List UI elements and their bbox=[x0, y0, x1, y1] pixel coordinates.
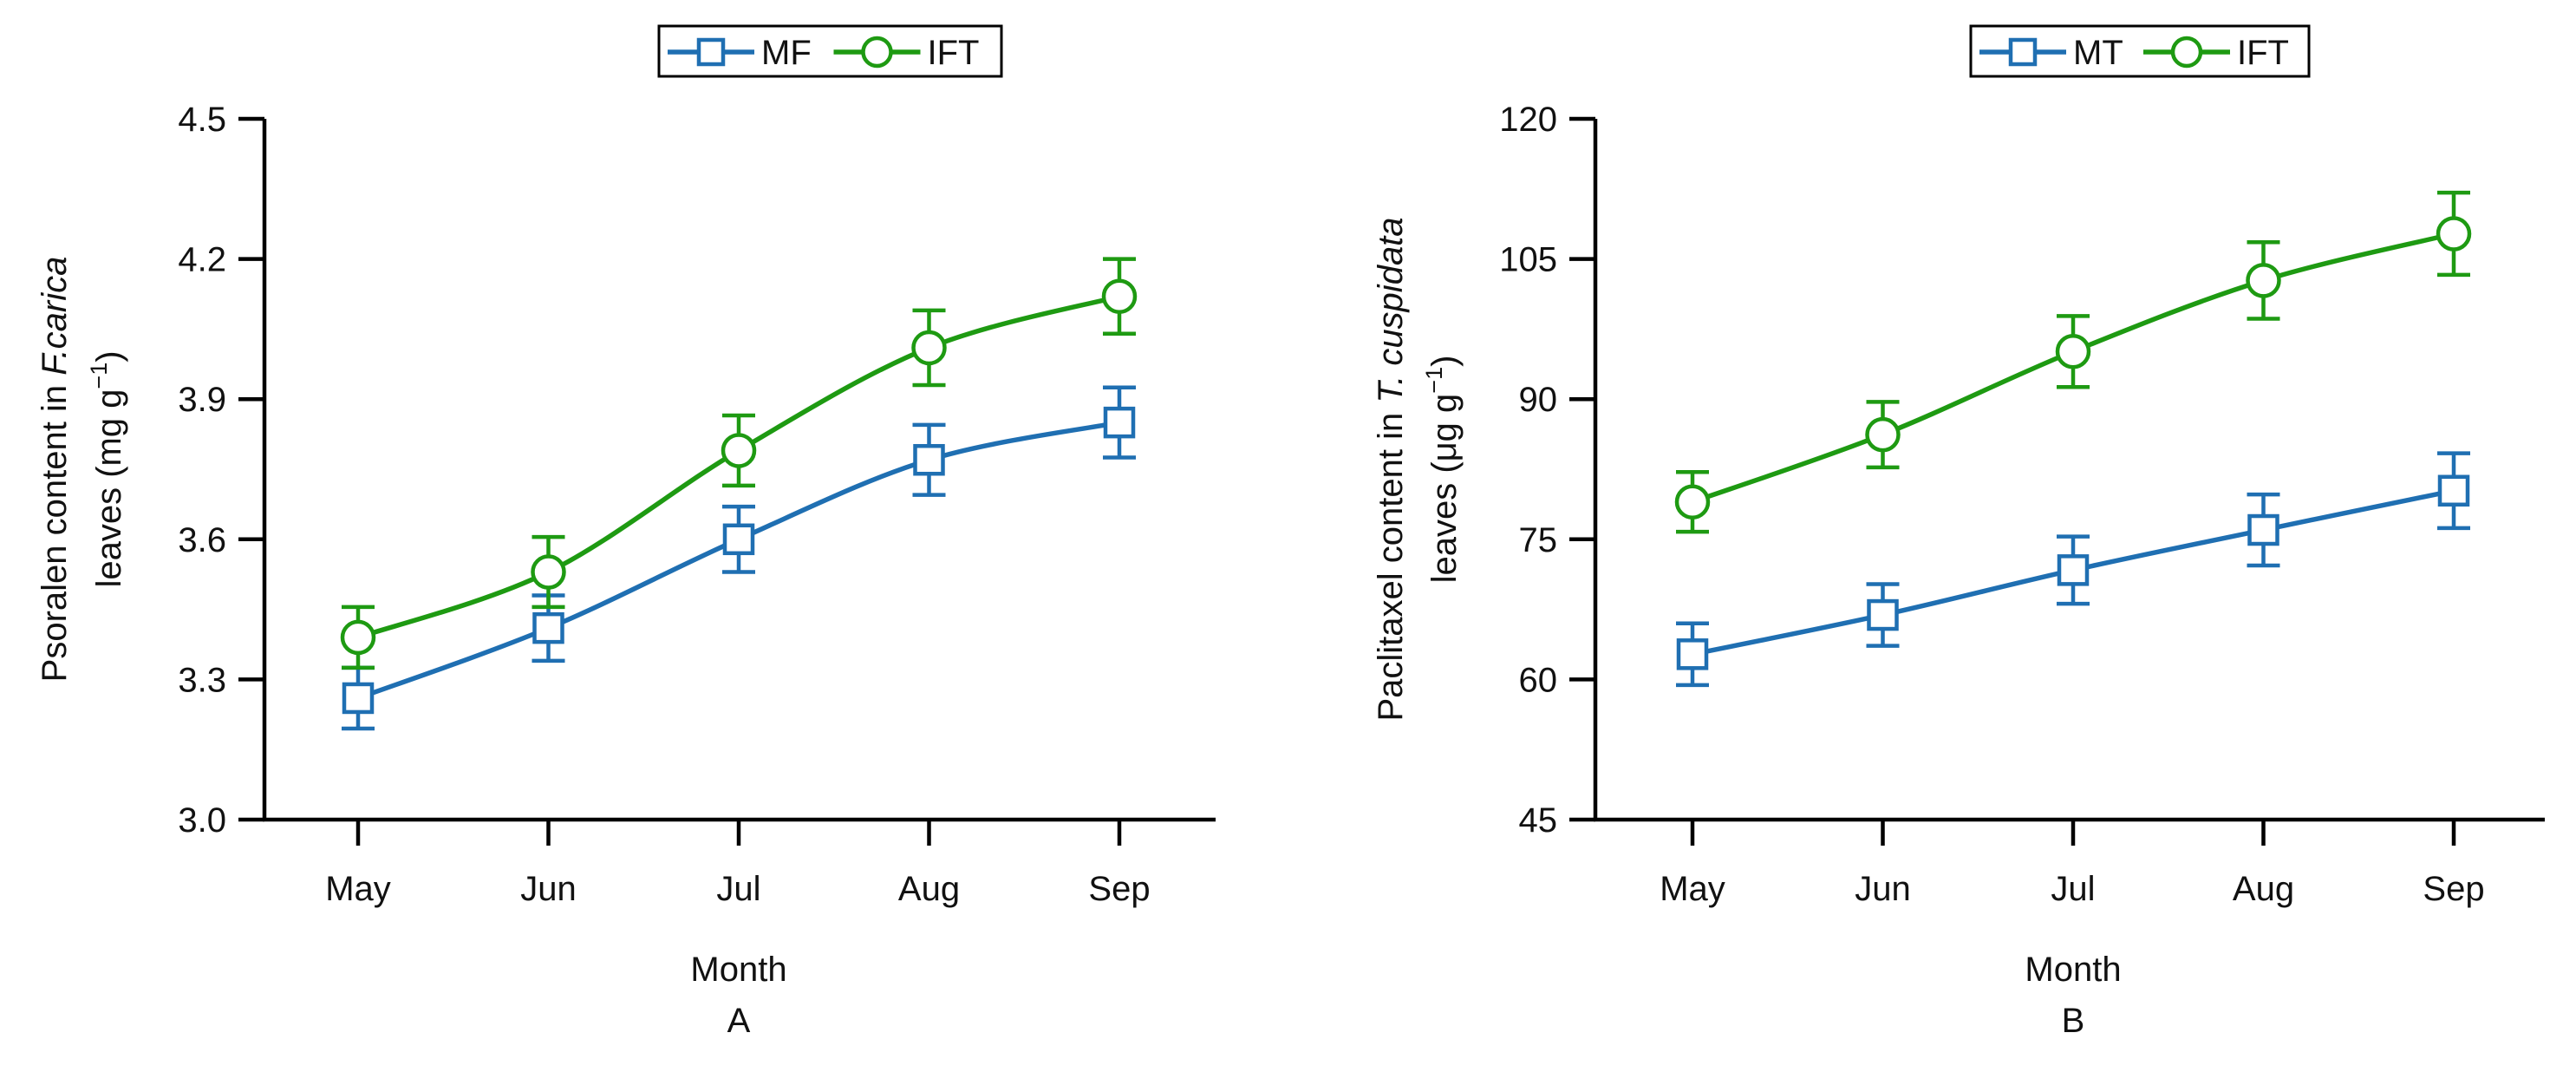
legend-item-ift: IFT bbox=[833, 34, 980, 72]
legend-marker-square bbox=[696, 37, 726, 67]
data-point-square bbox=[532, 611, 564, 644]
y-axis-title-line2: leaves (μg g−1) bbox=[1421, 356, 1464, 584]
y-tick-label: 75 bbox=[1519, 521, 1558, 559]
chart-panel-a: 3.0 3.3 3.6 3.9 4.2 4.5 May Jun Jul Aug Sep Month A P… bbox=[36, 24, 1216, 1040]
series-mt bbox=[1676, 451, 2470, 688]
data-point-circle bbox=[1101, 278, 1138, 314]
y-axis-title-text: Psoralen content in bbox=[36, 376, 74, 683]
legend-marker-circle bbox=[2170, 36, 2203, 69]
y-tick-label: 3.0 bbox=[178, 801, 226, 840]
data-point-circle bbox=[2055, 334, 2091, 369]
series-ift bbox=[340, 257, 1138, 670]
legend-label: MF bbox=[761, 34, 812, 72]
y-axis-title-species: F.carica bbox=[36, 257, 74, 376]
data-point-square bbox=[342, 682, 375, 715]
y-axis-title-species: T. cuspidata bbox=[1372, 217, 1410, 402]
legend-marker-square bbox=[2008, 37, 2038, 67]
panel-label: B bbox=[2062, 1002, 2085, 1040]
data-point-square bbox=[913, 443, 945, 476]
x-axis-title: Month bbox=[690, 951, 786, 989]
panel-label: A bbox=[727, 1002, 751, 1040]
y-axis-title-unit-close: ) bbox=[1425, 356, 1464, 367]
x-tick-label: Jun bbox=[1855, 870, 1911, 908]
y-tick-label: 3.9 bbox=[178, 381, 226, 419]
data-point-circle bbox=[2436, 216, 2472, 252]
y-axis-title-line1: Psoralen content in F.carica bbox=[36, 257, 74, 683]
legend-label: IFT bbox=[2237, 34, 2289, 72]
y-axis-title-line1: Paclitaxel content in T. cuspidata bbox=[1372, 217, 1410, 721]
data-point-square bbox=[722, 523, 755, 556]
y-axis-title-unit: leaves (μg g bbox=[1425, 394, 1464, 584]
data-point-circle bbox=[1674, 484, 1711, 520]
data-point-square bbox=[1103, 406, 1136, 439]
x-tick-label: May bbox=[325, 870, 391, 908]
data-point-circle bbox=[2246, 263, 2281, 298]
data-point-circle bbox=[721, 433, 757, 468]
data-point-square bbox=[1676, 638, 1709, 670]
y-tick-label: 45 bbox=[1519, 801, 1558, 840]
y-tick-label: 4.5 bbox=[178, 101, 226, 139]
x-tick-label: Jun bbox=[520, 870, 577, 908]
x-axis-title: Month bbox=[2025, 951, 2121, 989]
data-point-circle bbox=[1865, 416, 1901, 453]
y-tick-label: 60 bbox=[1519, 661, 1558, 699]
x-tick-label: Aug bbox=[898, 870, 960, 908]
data-point-circle bbox=[911, 330, 947, 366]
legend-marker-circle bbox=[861, 36, 893, 69]
y-tick-label: 120 bbox=[1499, 101, 1557, 139]
x-tick-label: May bbox=[1660, 870, 1725, 908]
y-tick-label: 105 bbox=[1499, 241, 1557, 279]
legend: MF IFT bbox=[657, 24, 1003, 78]
x-tick-label: Jul bbox=[2051, 870, 2095, 908]
x-tick-label: Aug bbox=[2233, 870, 2294, 908]
legend-item-mt: MT bbox=[1979, 34, 2123, 72]
y-tick-label: 3.6 bbox=[178, 521, 226, 559]
x-tick-label: Sep bbox=[2423, 870, 2484, 908]
y-tick-label: 90 bbox=[1519, 381, 1558, 419]
data-point-square bbox=[2437, 474, 2470, 507]
y-axis-title-text: Paclitaxel content in bbox=[1372, 403, 1410, 722]
series-ift bbox=[1674, 190, 2472, 534]
y-tick-label: 3.3 bbox=[178, 661, 226, 699]
y-axis-title-unit-close: ) bbox=[90, 350, 128, 362]
y-axis-title-superscript: −1 bbox=[1421, 367, 1447, 394]
data-point-circle bbox=[340, 619, 376, 656]
y-axis-title-line2: leaves (mg g−1) bbox=[86, 350, 128, 587]
x-tick-label: Sep bbox=[1088, 870, 1150, 908]
legend-item-ift: IFT bbox=[2143, 34, 2289, 72]
y-tick-label: 4.2 bbox=[178, 241, 226, 279]
data-point-circle bbox=[531, 554, 566, 590]
chart-panel-b: 45 60 75 90 105 120 May Jun Jul Aug Sep Month B Pacli… bbox=[1372, 24, 2545, 1040]
x-tick-label: Jul bbox=[716, 870, 760, 908]
data-point-square bbox=[2247, 513, 2279, 546]
y-axis-title-unit: leaves (mg g bbox=[90, 389, 128, 588]
legend-item-mf: MF bbox=[668, 34, 812, 72]
data-point-square bbox=[2057, 554, 2090, 586]
y-axis-title-superscript: −1 bbox=[86, 363, 112, 389]
legend-label: IFT bbox=[928, 34, 980, 72]
legend: MT IFT bbox=[1969, 24, 2311, 78]
legend-label: MT bbox=[2073, 34, 2123, 72]
data-point-square bbox=[1867, 598, 1899, 631]
